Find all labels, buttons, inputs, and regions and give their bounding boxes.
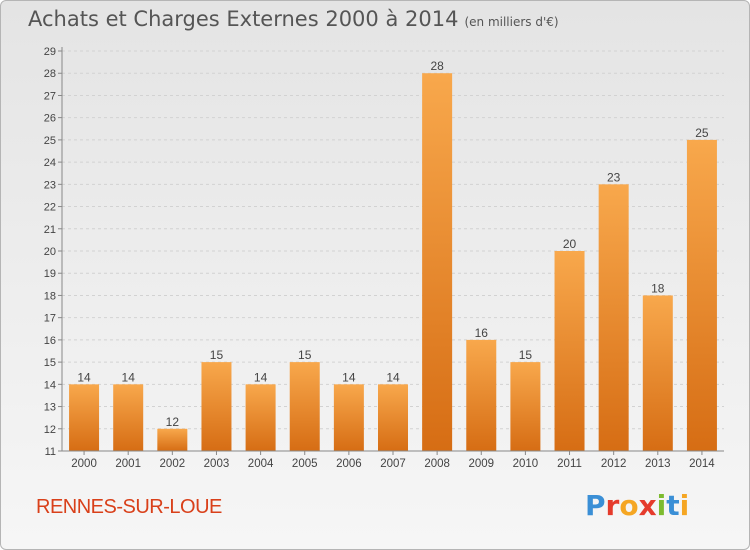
bar-2007 [378, 384, 408, 451]
value-label-2012: 23 [607, 170, 621, 184]
bar-2005 [289, 362, 320, 451]
value-label-2011: 20 [563, 237, 577, 251]
y-tick-label: 29 [44, 46, 56, 58]
y-tick-label: 20 [44, 246, 56, 258]
bar-2010 [510, 362, 541, 451]
bar-2013 [642, 295, 673, 451]
axis-layer: 11 12 13 14 15 16 17 18 19 20 21 22 23 24 25 26 27 28 29 20… [44, 46, 724, 470]
logo-letter: r [605, 489, 620, 522]
value-label-2003: 15 [210, 348, 224, 362]
x-tick-label-2009: 2009 [468, 458, 494, 470]
y-tick-label: 13 [44, 402, 56, 414]
y-tick-label: 18 [44, 290, 56, 302]
y-tick-label: 14 [44, 379, 56, 391]
logo-letter: t [666, 489, 680, 522]
y-tick-label: 25 [44, 135, 56, 147]
x-tick-label-2004: 2004 [248, 458, 274, 470]
bar-2009 [466, 339, 497, 451]
value-label-2001: 14 [122, 370, 136, 384]
logo-letter: x [638, 489, 657, 522]
value-label-2014: 25 [695, 126, 709, 140]
logo-letter: P [585, 489, 606, 522]
value-label-2013: 18 [651, 281, 665, 295]
chart-title-text: Achats et Charges Externes 2000 à 2014 [28, 7, 459, 31]
value-label-2009: 16 [475, 326, 489, 340]
x-tick-label-2007: 2007 [380, 458, 406, 470]
proxiti-logo: Proxiti [585, 489, 689, 522]
y-tick-label: 19 [44, 268, 56, 280]
y-tick-label: 27 [44, 90, 56, 102]
y-tick-label: 12 [44, 424, 56, 436]
x-tick-label-2010: 2010 [513, 458, 539, 470]
chart-title: Achats et Charges Externes 2000 à 2014 (e… [28, 7, 559, 31]
bar-2004 [245, 384, 276, 451]
bar-2012 [598, 184, 629, 452]
bar-2011 [554, 251, 585, 451]
y-tick-label: 24 [44, 157, 56, 169]
x-tick-label-2012: 2012 [601, 458, 627, 470]
bar-2003 [201, 362, 232, 451]
bar-2014 [686, 139, 717, 451]
x-tick-label-2003: 2003 [204, 458, 230, 470]
x-tick-label-2006: 2006 [336, 458, 362, 470]
value-label-2010: 15 [519, 348, 533, 362]
x-tick-label-2008: 2008 [424, 458, 450, 470]
value-label-2007: 14 [386, 370, 400, 384]
bar-2002 [157, 428, 188, 451]
bar-2008 [422, 73, 453, 451]
y-tick-label: 15 [44, 357, 56, 369]
logo-letter: i [679, 489, 690, 522]
value-label-2006: 14 [342, 370, 356, 384]
bar-2000 [69, 384, 100, 451]
bar-2006 [333, 384, 364, 451]
value-label-2002: 12 [166, 415, 180, 429]
y-tick-label: 17 [44, 313, 56, 325]
bar-layer: 14 14 12 15 14 15 14 14 28 16 15 20 23 18 25 [69, 59, 717, 452]
value-label-2000: 14 [77, 370, 91, 384]
value-label-2005: 15 [298, 348, 312, 362]
x-tick-label-2013: 2013 [645, 458, 671, 470]
y-tick-label: 28 [44, 68, 56, 80]
y-tick-label: 22 [44, 202, 56, 214]
y-tick-label: 11 [45, 446, 56, 458]
logo-letter: o [619, 489, 639, 522]
x-tick-label-2000: 2000 [71, 458, 97, 470]
x-tick-label-2011: 2011 [557, 458, 582, 470]
chart-subtitle: (en milliers d'€) [464, 15, 559, 29]
y-tick-label: 21 [44, 224, 56, 236]
x-tick-label-2002: 2002 [160, 458, 186, 470]
y-tick-label: 23 [44, 179, 56, 191]
x-tick-label-2014: 2014 [689, 458, 715, 470]
city-name: RENNES-SUR-LOUE [36, 496, 222, 518]
logo-letter: i [656, 489, 667, 522]
x-tick-label-2005: 2005 [292, 458, 318, 470]
bar-2001 [113, 384, 144, 451]
x-tick-label-2001: 2001 [115, 458, 141, 470]
value-label-2008: 28 [430, 59, 444, 73]
y-tick-label: 26 [44, 113, 56, 125]
y-tick-label: 16 [44, 335, 56, 347]
value-label-2004: 14 [254, 370, 268, 384]
